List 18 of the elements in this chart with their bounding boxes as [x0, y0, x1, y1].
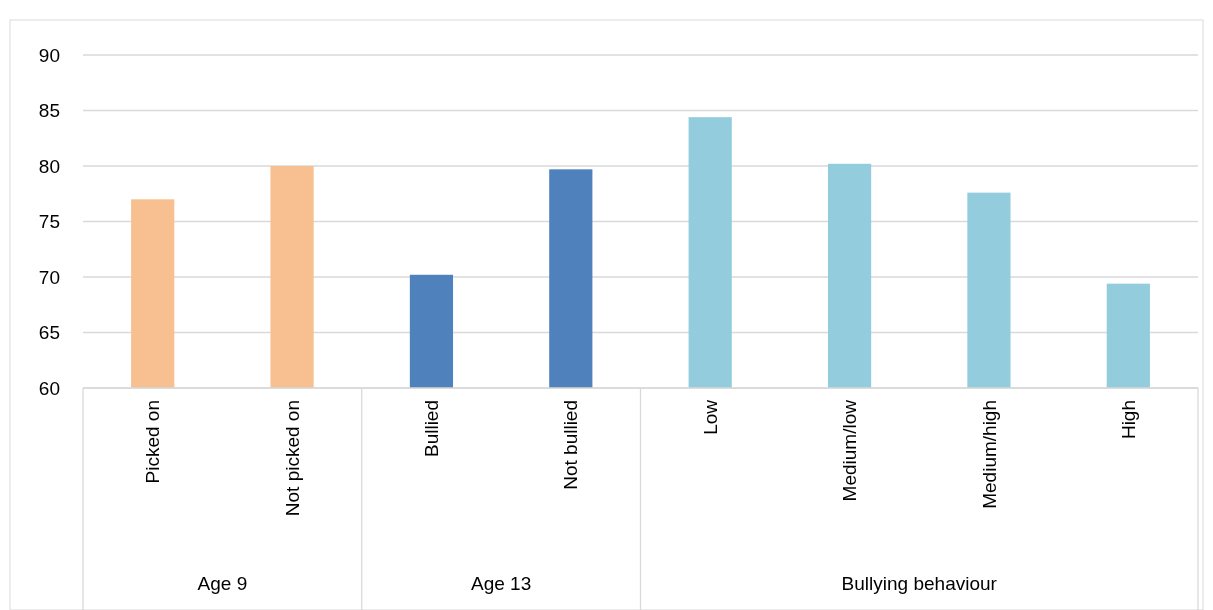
x-tick-label: Bullied	[421, 400, 443, 458]
x-tick-label: High	[1117, 400, 1139, 440]
x-tick-label: Medium/low	[839, 399, 861, 502]
x-tick-label: Low	[699, 399, 721, 435]
text: Bullying behaviour	[841, 573, 998, 594]
y-tick-label: 65	[38, 322, 60, 344]
y-tick-label: 60	[38, 377, 60, 399]
text: Age 9	[197, 573, 248, 594]
y-tick-label: 85	[38, 100, 60, 122]
x-tick-label: Not bullied	[560, 400, 582, 490]
text: Age 13	[471, 573, 532, 594]
x-tick-label: Not picked on	[281, 400, 303, 517]
y-tick-label: 90	[38, 44, 60, 66]
y-tick-label: 80	[38, 155, 60, 177]
x-tick-label: Picked on	[142, 400, 164, 484]
x-tick-label: Medium/high	[978, 400, 1000, 509]
y-tick-label: 75	[38, 211, 60, 233]
y-tick-label: 70	[38, 266, 60, 288]
